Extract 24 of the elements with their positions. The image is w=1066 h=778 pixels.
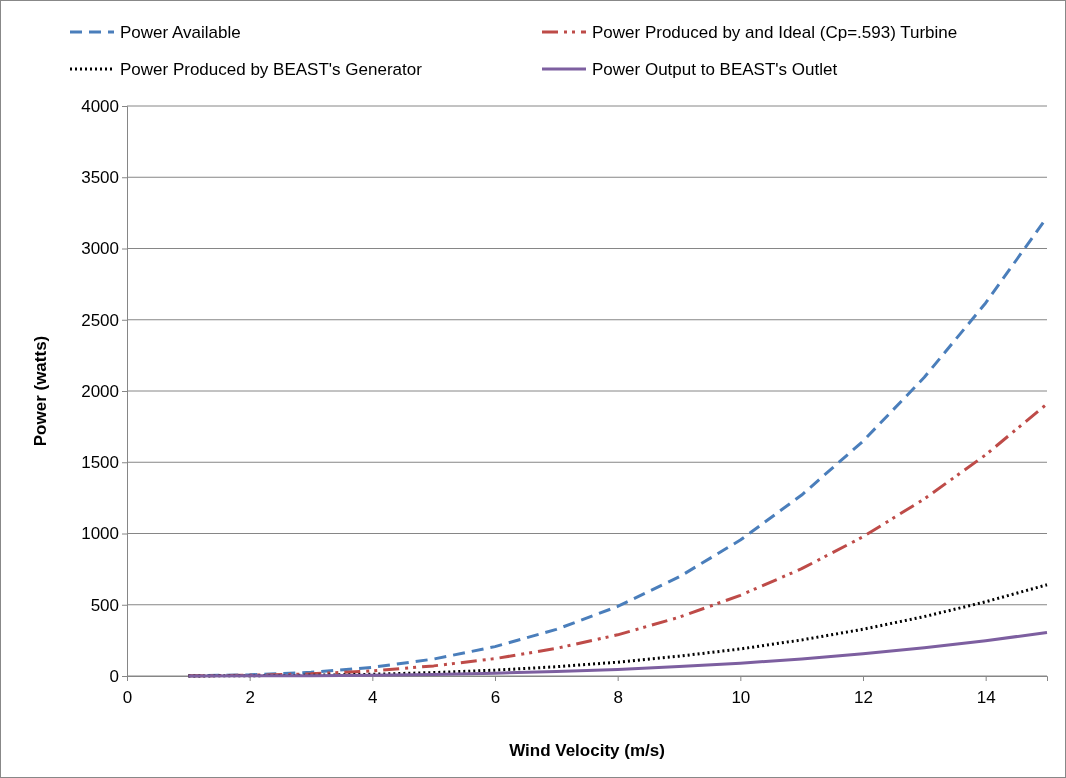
y-tick-label: 4000 [81,96,119,116]
y-tick-label: 2000 [81,381,119,401]
y-tick-label: 1500 [81,453,119,473]
line-series [186,631,1049,678]
y-tick-label: 0 [109,666,119,686]
x-tick-label: 0 [122,687,133,707]
y-tick-label: 3000 [81,239,119,259]
x-tick-label: 2 [245,687,255,707]
x-tick-label: 14 [976,687,996,707]
x-tick-label: 8 [613,687,623,707]
y-tick-label: 2500 [81,310,119,330]
y-tick-label: 3500 [81,168,119,188]
x-tick-label: 10 [731,687,751,707]
x-tick-label: 4 [368,687,378,707]
x-tick-label: 12 [854,687,873,707]
x-tick-label: 6 [490,687,501,707]
legend-label: Power Produced by and Ideal (Cp=.593) Turbine [592,23,958,42]
legend-label: Power Available [120,23,241,42]
x-axis-title: Wind Velocity (m/s) [509,741,665,760]
y-axis-title: Power (watts) [31,335,50,447]
legend-label: Power Produced by BEAST's Generator [120,60,423,79]
y-tick-label: 500 [90,595,119,615]
legend-label: Power Output to BEAST's Outlet [592,60,838,79]
y-tick-label: 1000 [81,524,119,544]
